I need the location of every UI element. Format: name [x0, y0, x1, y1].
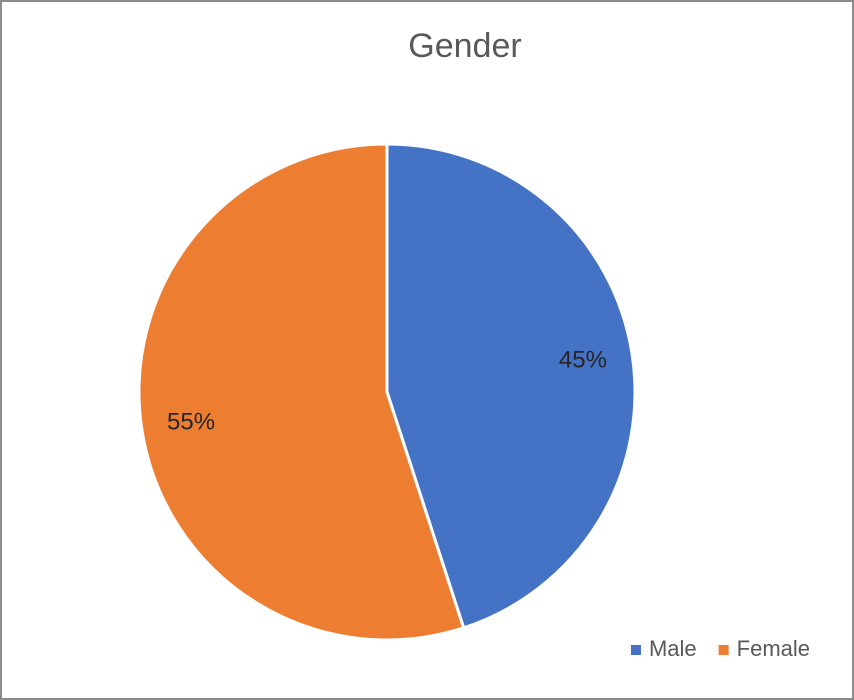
data-label: 45%	[559, 346, 607, 373]
legend-label: Male	[649, 636, 697, 661]
legend-label: Female	[737, 636, 810, 661]
chart-title: Gender	[408, 27, 521, 65]
data-label: 55%	[167, 408, 215, 435]
legend-swatch	[630, 645, 641, 655]
legend-swatch	[718, 645, 729, 655]
pie-slice	[385, 142, 637, 630]
pie-slice	[137, 142, 466, 642]
